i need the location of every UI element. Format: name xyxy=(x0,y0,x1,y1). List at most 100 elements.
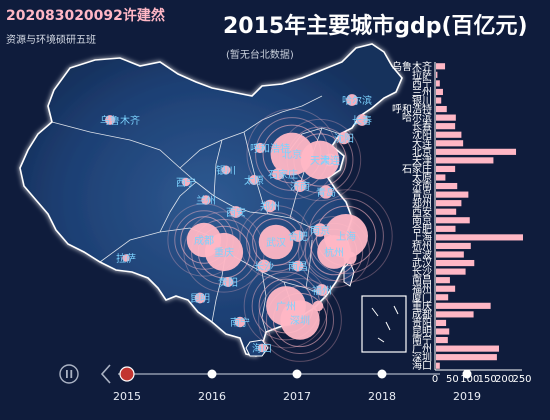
bubble-ripple xyxy=(298,216,370,288)
city-bubble[interactable] xyxy=(317,235,351,269)
bar[interactable] xyxy=(436,97,442,104)
city-bubble[interactable] xyxy=(257,343,267,353)
bar[interactable] xyxy=(436,80,440,87)
timeline-year-label[interactable]: 2019 xyxy=(453,390,481,403)
city-bubble[interactable] xyxy=(181,177,191,187)
city-bubble[interactable] xyxy=(221,165,231,175)
bar[interactable] xyxy=(436,131,462,138)
city-label: 重庆 xyxy=(214,246,234,259)
city-bubble[interactable] xyxy=(356,114,368,126)
bar[interactable] xyxy=(436,148,517,155)
city-bubble[interactable] xyxy=(280,300,320,340)
bar[interactable] xyxy=(436,182,458,190)
bar[interactable] xyxy=(436,302,491,309)
bar[interactable] xyxy=(436,234,523,241)
city-bubble[interactable] xyxy=(294,180,306,192)
city-bubble[interactable] xyxy=(257,259,271,273)
city-bubble[interactable] xyxy=(272,168,284,180)
timeline-year-label[interactable]: 2018 xyxy=(368,390,396,403)
class-label: 资源与环境硕研五班 xyxy=(6,35,96,46)
timeline-current-point[interactable] xyxy=(119,366,135,382)
bar[interactable] xyxy=(436,268,466,275)
bubble-ripple xyxy=(252,218,300,266)
city-bubble[interactable] xyxy=(122,254,130,262)
bubble-ripple xyxy=(174,210,234,270)
bar[interactable] xyxy=(436,105,447,113)
bar[interactable] xyxy=(436,259,475,267)
bar[interactable] xyxy=(436,277,450,284)
bar[interactable] xyxy=(436,225,456,232)
pause-button[interactable] xyxy=(59,364,79,384)
city-bubble[interactable] xyxy=(346,94,358,106)
city-label: 深圳 xyxy=(290,315,310,327)
bar-category-label: 长春 xyxy=(412,121,432,133)
city-bubble[interactable] xyxy=(222,276,234,288)
bar[interactable] xyxy=(436,157,494,164)
city-bubble[interactable] xyxy=(337,131,351,145)
bar[interactable] xyxy=(436,88,443,96)
city-label: 呼和浩特 xyxy=(250,143,290,155)
bubble-ripple xyxy=(272,292,328,348)
city-bubble[interactable] xyxy=(300,140,340,180)
timeline-year-label[interactable]: 2015 xyxy=(113,390,141,403)
bar[interactable] xyxy=(436,311,474,318)
bar[interactable] xyxy=(436,140,464,147)
bar-category-label: 兰州 xyxy=(412,85,432,98)
timeline-year-label[interactable]: 2016 xyxy=(198,390,226,403)
city-bubble[interactable] xyxy=(105,115,115,125)
bar[interactable] xyxy=(436,242,471,250)
timeline-point[interactable] xyxy=(292,369,302,379)
timeline-point[interactable] xyxy=(377,369,387,379)
bar-category-label: 青岛 xyxy=(412,188,432,201)
bar[interactable] xyxy=(436,174,446,181)
chevron-left-icon[interactable] xyxy=(100,364,111,384)
city-bubble[interactable] xyxy=(263,199,277,213)
city-label: 青岛 xyxy=(316,186,336,199)
city-bubble[interactable] xyxy=(234,316,246,328)
city-label: 济南 xyxy=(290,180,310,193)
city-bubble[interactable] xyxy=(343,251,357,265)
city-bubble[interactable] xyxy=(194,292,206,304)
city-bubble[interactable] xyxy=(201,195,211,205)
city-bubble[interactable] xyxy=(254,142,266,154)
city-label: 广州 xyxy=(276,301,296,313)
bar[interactable] xyxy=(436,217,470,224)
timeline-point[interactable] xyxy=(207,369,217,379)
city-label: 拉萨 xyxy=(116,252,136,265)
city-bubble[interactable] xyxy=(249,175,259,185)
city-label: 大连 xyxy=(320,154,340,167)
bar[interactable] xyxy=(436,285,456,292)
bar[interactable] xyxy=(436,71,438,78)
bar[interactable] xyxy=(436,114,456,121)
bar[interactable] xyxy=(436,251,464,258)
bar[interactable] xyxy=(436,362,440,369)
bar[interactable] xyxy=(436,354,497,361)
city-bubble[interactable] xyxy=(230,206,242,218)
city-bubble[interactable] xyxy=(292,260,304,272)
bubble-ripple xyxy=(265,285,335,355)
bar[interactable] xyxy=(436,294,449,301)
city-label: 太原 xyxy=(244,174,264,187)
bar[interactable] xyxy=(436,123,456,130)
city-bubble[interactable] xyxy=(258,224,294,260)
bar[interactable] xyxy=(436,319,447,327)
bar-category-label: 西安 xyxy=(412,205,432,218)
city-bubble[interactable] xyxy=(292,230,304,242)
bar[interactable] xyxy=(436,328,450,335)
bar[interactable] xyxy=(436,63,446,70)
bar[interactable] xyxy=(436,165,456,173)
timeline: 2015 2016 2017 2018 2019 xyxy=(59,364,481,403)
bar[interactable] xyxy=(436,336,448,344)
city-bubble[interactable] xyxy=(316,284,328,296)
timeline-point[interactable] xyxy=(462,369,472,379)
bar[interactable] xyxy=(436,208,457,215)
bar-category-label: 拉萨 xyxy=(412,68,432,81)
city-bubble[interactable] xyxy=(319,185,333,199)
bubble-ripple xyxy=(304,222,364,282)
city-bubble[interactable] xyxy=(186,222,222,258)
bar[interactable] xyxy=(436,191,469,198)
bar[interactable] xyxy=(436,200,462,207)
bar[interactable] xyxy=(436,345,499,352)
city-label: 西宁 xyxy=(176,176,196,189)
timeline-year-label[interactable]: 2017 xyxy=(283,390,311,403)
